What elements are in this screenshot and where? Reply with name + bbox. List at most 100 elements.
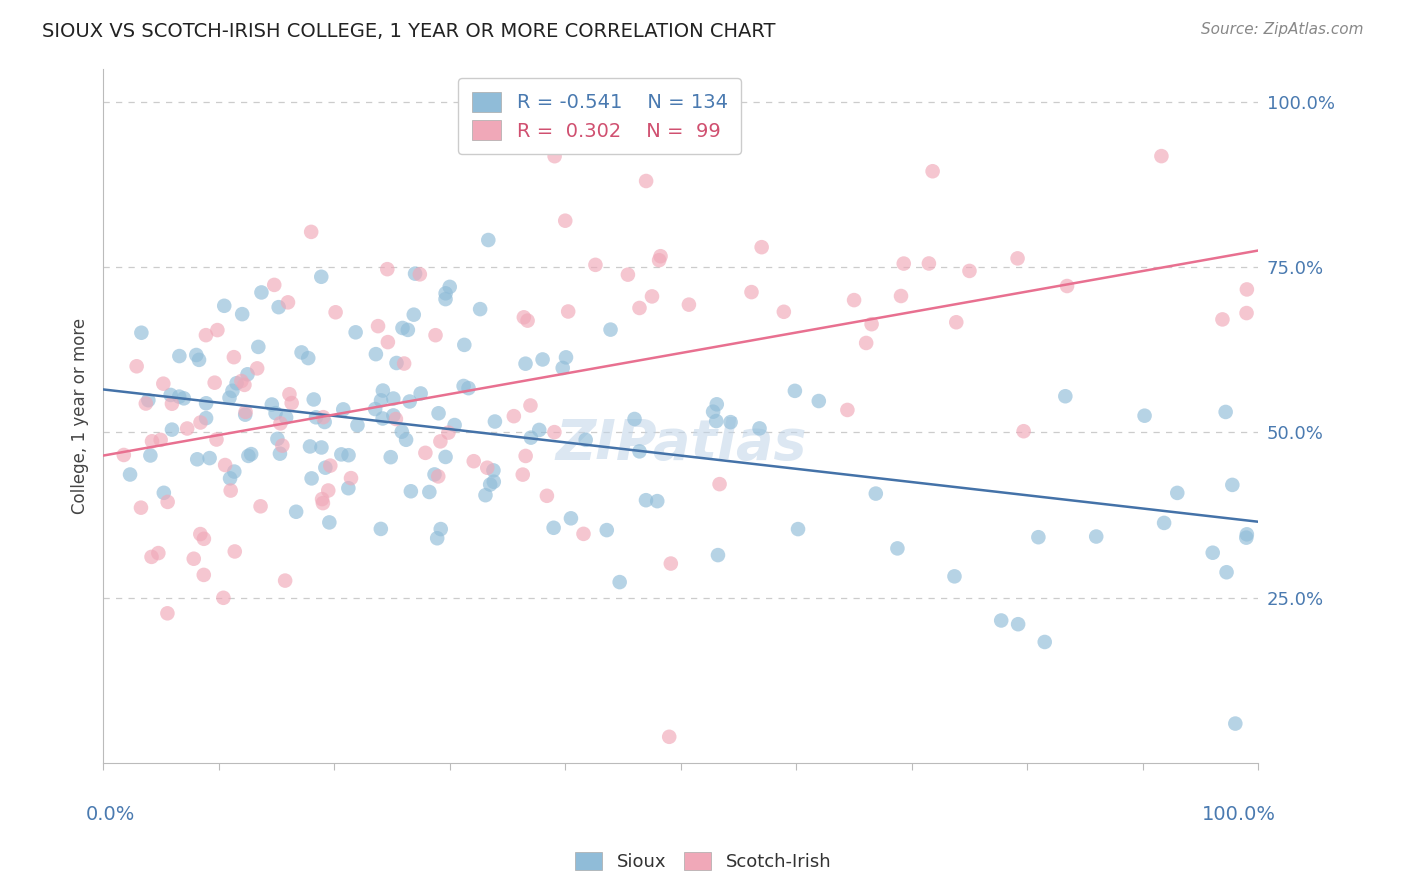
Point	[149, 433, 172, 447]
Point	[297, 351, 319, 365]
Point	[512, 467, 534, 482]
Point	[423, 467, 446, 482]
Point	[482, 463, 505, 477]
Point	[301, 471, 323, 485]
Point	[659, 557, 682, 571]
Point	[207, 323, 229, 337]
Point	[1166, 486, 1188, 500]
Point	[318, 516, 340, 530]
Point	[205, 433, 228, 447]
Point	[274, 410, 297, 425]
Point	[233, 408, 256, 422]
Point	[186, 348, 208, 362]
Point	[434, 450, 457, 464]
Point	[314, 460, 336, 475]
Point	[434, 286, 457, 301]
Point	[551, 360, 574, 375]
Point	[391, 321, 413, 335]
Point	[678, 298, 700, 312]
Point	[554, 213, 576, 227]
Point	[706, 397, 728, 411]
Point	[380, 450, 402, 465]
Point	[290, 345, 312, 359]
Point	[112, 448, 135, 462]
Point	[190, 416, 212, 430]
Point	[1153, 516, 1175, 530]
Point	[139, 449, 162, 463]
Point	[650, 249, 672, 263]
Text: ZIPatlas: ZIPatlas	[555, 417, 807, 471]
Point	[457, 381, 479, 395]
Point	[437, 425, 460, 440]
Point	[340, 471, 363, 485]
Point	[370, 393, 392, 408]
Point	[415, 446, 437, 460]
Point	[364, 347, 387, 361]
Point	[921, 164, 943, 178]
Point	[648, 253, 671, 268]
Point	[855, 335, 877, 350]
Point	[266, 432, 288, 446]
Point	[371, 384, 394, 398]
Point	[169, 349, 191, 363]
Point	[316, 483, 339, 498]
Point	[1236, 306, 1258, 320]
Legend: R = -0.541    N = 134, R =  0.302    N =  99: R = -0.541 N = 134, R = 0.302 N = 99	[458, 78, 741, 154]
Point	[463, 454, 485, 468]
Point	[543, 149, 565, 163]
Point	[1054, 389, 1077, 403]
Point	[298, 440, 321, 454]
Point	[337, 448, 360, 462]
Point	[285, 505, 308, 519]
Point	[382, 392, 405, 406]
Point	[860, 317, 883, 331]
Y-axis label: College, 1 year or more: College, 1 year or more	[72, 318, 89, 514]
Point	[330, 447, 353, 461]
Point	[482, 475, 505, 489]
Point	[1220, 478, 1243, 492]
Point	[141, 549, 163, 564]
Point	[427, 406, 450, 420]
Point	[222, 350, 245, 364]
Point	[426, 531, 449, 545]
Point	[572, 526, 595, 541]
Point	[709, 477, 731, 491]
Point	[865, 486, 887, 500]
Point	[945, 315, 967, 329]
Text: Source: ZipAtlas.com: Source: ZipAtlas.com	[1201, 22, 1364, 37]
Point	[138, 393, 160, 408]
Point	[1215, 566, 1237, 580]
Point	[193, 568, 215, 582]
Point	[377, 335, 399, 350]
Text: 100.0%: 100.0%	[1202, 805, 1275, 824]
Point	[274, 574, 297, 588]
Point	[176, 421, 198, 435]
Point	[1007, 617, 1029, 632]
Point	[312, 410, 335, 425]
Point	[555, 351, 578, 365]
Point	[141, 434, 163, 449]
Point	[702, 405, 724, 419]
Point	[479, 477, 502, 491]
Point	[277, 295, 299, 310]
Point	[704, 414, 727, 428]
Point	[515, 357, 537, 371]
Point	[392, 357, 415, 371]
Point	[429, 522, 451, 536]
Point	[425, 328, 447, 343]
Point	[212, 591, 235, 605]
Point	[609, 575, 631, 590]
Point	[477, 460, 499, 475]
Point	[120, 467, 142, 482]
Point	[720, 415, 742, 429]
Point	[886, 541, 908, 556]
Point	[382, 409, 405, 423]
Point	[427, 469, 450, 483]
Point	[135, 396, 157, 410]
Point	[536, 489, 558, 503]
Point	[250, 285, 273, 300]
Point	[959, 264, 981, 278]
Point	[1150, 149, 1173, 163]
Point	[772, 305, 794, 319]
Point	[402, 308, 425, 322]
